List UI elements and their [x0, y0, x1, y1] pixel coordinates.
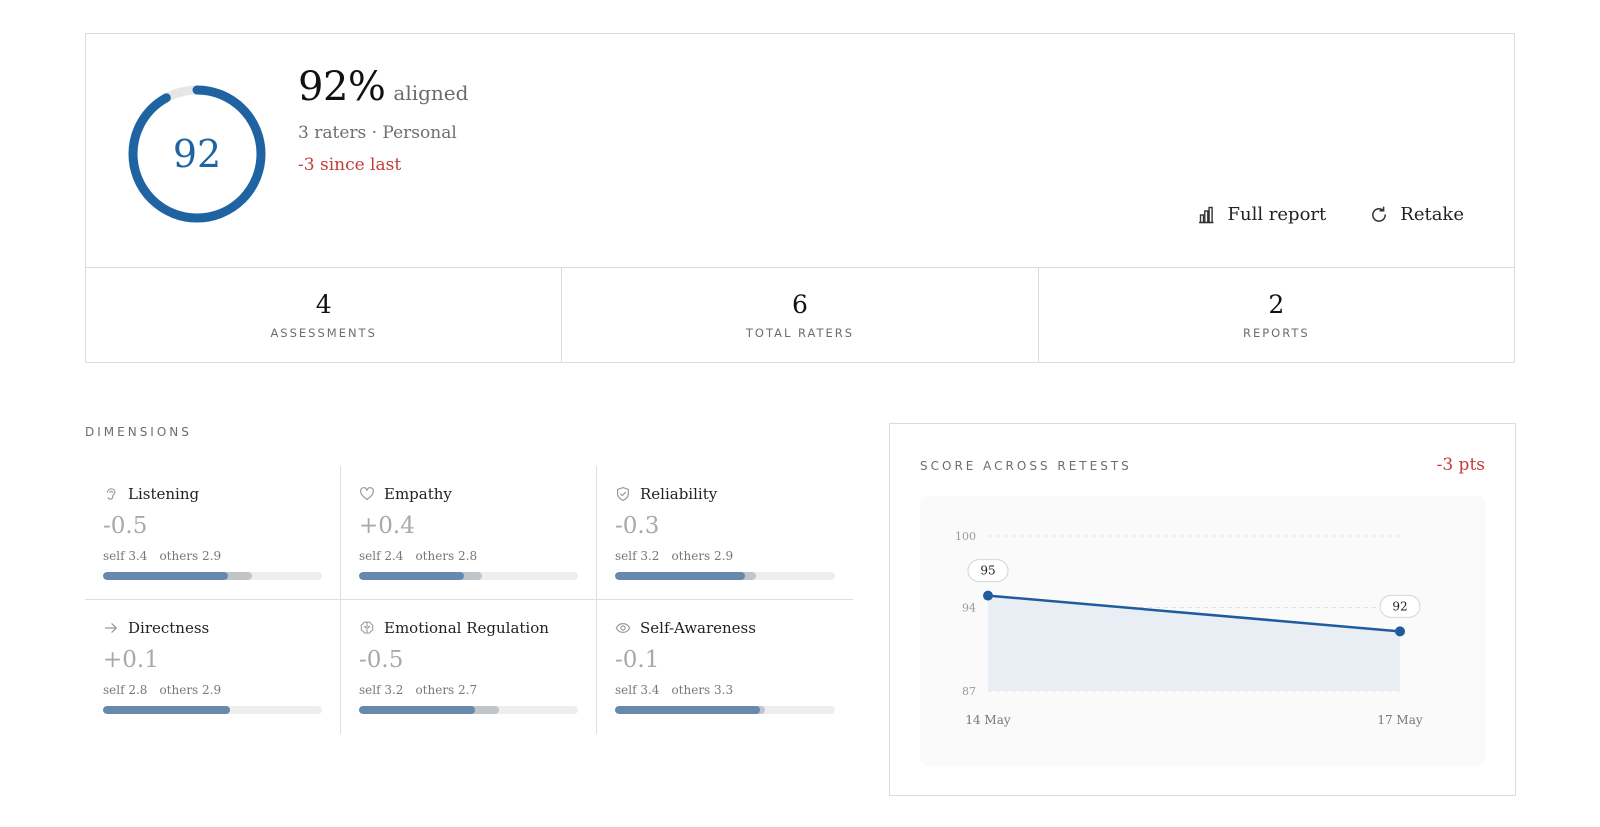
data-label-badge — [1379, 594, 1421, 618]
dimension-bar — [359, 706, 578, 714]
y-tick-label: 94 — [962, 602, 976, 615]
y-tick-label: 100 — [955, 530, 976, 543]
dimension-delta: -0.3 — [615, 513, 660, 539]
data-label: 95 — [980, 564, 995, 578]
dimension-delta: +0.4 — [359, 513, 415, 539]
self-bar-fill — [359, 572, 465, 580]
score-line-chart: 100 94 87 95 14 May 92 17 May — [955, 530, 1423, 727]
dimensions-heading: DIMENSIONS — [85, 425, 192, 439]
self-bar-fill — [359, 706, 476, 714]
refresh-icon — [1372, 206, 1387, 222]
series-area — [988, 595, 1400, 691]
full-report-label: Full report — [1227, 204, 1327, 225]
retake-button[interactable]: Retake — [1370, 204, 1464, 225]
others-score: others 3.3 — [671, 683, 734, 697]
dimension-name: Directness — [128, 619, 210, 637]
dimension-name: Reliability — [640, 485, 718, 503]
score-change: -3 since last — [298, 155, 402, 175]
brain-icon — [360, 621, 374, 634]
summary-card: 92 92% aligned 3 raters · Personal -3 sin… — [85, 33, 1515, 363]
series-line — [987, 594, 1401, 633]
self-bar-fill — [615, 706, 761, 714]
self-score: self 3.2 — [359, 683, 404, 697]
stat-assessments: 4 ASSESSMENTS — [86, 268, 563, 363]
dimension-name: Self-Awareness — [640, 619, 756, 637]
dimension-card-directness[interactable]: Directness +0.1 self 2.8 others 2.9 — [85, 600, 341, 734]
self-bar-fill — [103, 706, 231, 714]
stat-value: 2 — [1268, 290, 1285, 319]
others-score: others 2.8 — [415, 549, 478, 563]
summary-actions: Full report Retake — [1197, 204, 1464, 225]
stat-total-raters: 6 TOTAL RATERS — [562, 268, 1039, 363]
others-score: others 2.9 — [671, 549, 734, 563]
raters-subtitle: 3 raters · Personal — [298, 123, 457, 143]
score-ring — [128, 85, 266, 223]
dimension-bar — [103, 706, 322, 714]
dimension-bar — [615, 706, 835, 714]
self-bar-fill — [103, 572, 228, 580]
dimension-delta: -0.5 — [103, 513, 148, 539]
dimension-card-emotional-regulation[interactable]: Emotional Regulation -0.5 self 3.2 others… — [341, 600, 597, 734]
dimension-bar — [359, 572, 578, 580]
dimension-delta: -0.1 — [615, 647, 660, 673]
arrow-right-icon — [104, 623, 117, 633]
dimension-card-reliability[interactable]: Reliability -0.3 self 3.2 others 2.9 — [597, 466, 853, 600]
heart-icon — [359, 487, 375, 501]
y-tick-label: 87 — [962, 685, 976, 698]
data-label-badge — [967, 559, 1009, 583]
self-score: self 3.2 — [615, 549, 660, 563]
stat-label: REPORTS — [1242, 326, 1310, 340]
score-ring-progress — [128, 85, 266, 223]
full-report-button[interactable]: Full report — [1197, 204, 1326, 225]
self-bar-fill — [615, 572, 745, 580]
x-tick-label: 14 May — [965, 713, 1011, 727]
data-point — [1395, 626, 1405, 637]
alignment-percent: 92% — [298, 64, 386, 110]
bar-chart-icon — [1199, 206, 1214, 223]
self-score: self 3.4 — [103, 549, 148, 563]
stats-row: 4 ASSESSMENTS 6 TOTAL RATERS 2 REPORTS — [86, 267, 1514, 363]
stat-label: ASSESSMENTS — [270, 326, 377, 340]
stat-value: 6 — [792, 290, 808, 319]
others-score: others 2.7 — [415, 683, 478, 697]
stat-label: TOTAL RATERS — [745, 326, 855, 340]
data-point — [983, 590, 993, 601]
chart-plot-area: 100 94 87 95 14 May 92 17 May — [920, 496, 1486, 766]
stat-reports: 2 REPORTS — [1039, 268, 1514, 363]
eye-icon — [615, 623, 631, 633]
dimensions-grid: Listening -0.5 self 3.4 others 2.9 Empath… — [85, 466, 853, 734]
chart-title: SCORE ACROSS RETESTS — [920, 459, 1132, 473]
dimension-bar — [103, 572, 322, 580]
dimension-delta: +0.1 — [103, 647, 159, 673]
alignment-headline: 92% aligned — [298, 64, 468, 110]
x-tick-label: 17 May — [1377, 713, 1423, 727]
score-value: 92 — [172, 132, 222, 176]
dimension-delta: -0.5 — [359, 647, 404, 673]
dimension-card-self-awareness[interactable]: Self-Awareness -0.1 self 3.4 others 3.3 — [597, 600, 853, 734]
dimension-bar — [615, 572, 835, 580]
dimension-name: Listening — [128, 485, 200, 503]
self-score: self 2.8 — [103, 683, 148, 697]
shield-icon — [617, 487, 629, 501]
ear-icon — [106, 488, 116, 500]
others-score: others 2.9 — [159, 683, 222, 697]
chart-delta: -3 pts — [1436, 455, 1485, 475]
stat-value: 4 — [315, 290, 332, 319]
self-score: self 2.4 — [359, 549, 404, 563]
self-score: self 3.4 — [615, 683, 660, 697]
dimension-name: Empathy — [384, 485, 452, 503]
retake-label: Retake — [1400, 204, 1464, 225]
dimension-card-empathy[interactable]: Empathy +0.4 self 2.4 others 2.8 — [341, 466, 597, 600]
alignment-suffix: aligned — [393, 81, 469, 105]
dimension-card-listening[interactable]: Listening -0.5 self 3.4 others 2.9 — [85, 466, 341, 600]
others-score: others 2.9 — [159, 549, 222, 563]
data-label: 92 — [1392, 599, 1407, 613]
score-chart-card: SCORE ACROSS RETESTS -3 pts 100 94 87 95 14 … — [889, 423, 1516, 796]
dimension-name: Emotional Regulation — [384, 619, 549, 637]
